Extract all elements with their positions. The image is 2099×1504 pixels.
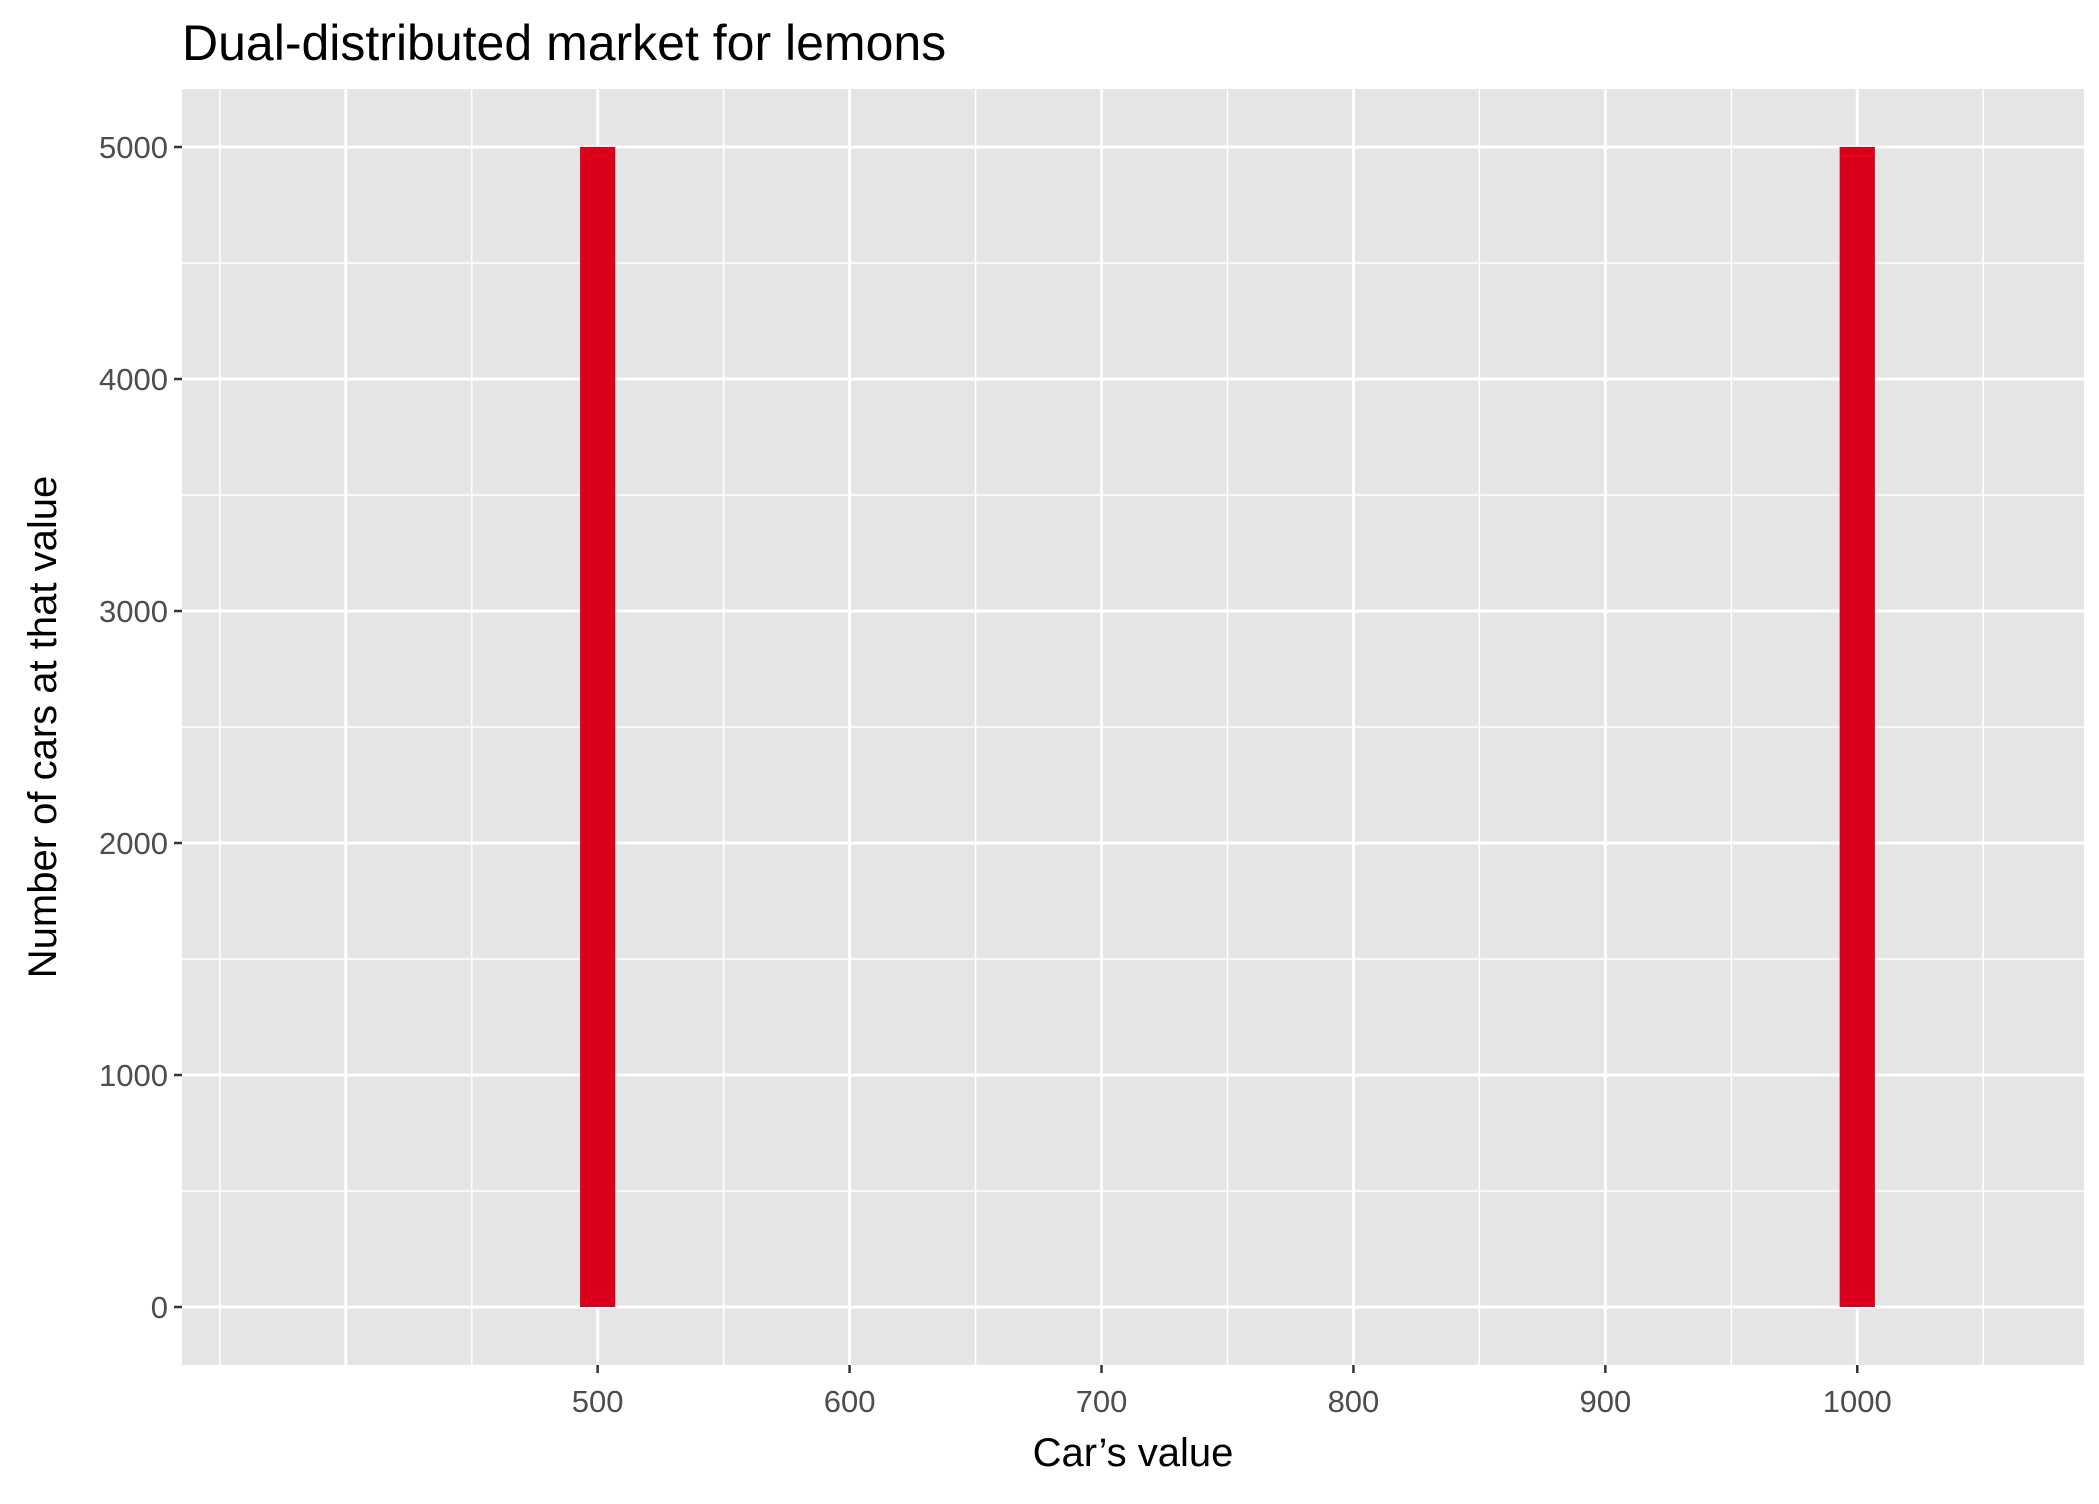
y-tick-label: 2000 xyxy=(99,826,168,861)
chart-title: Dual-distributed market for lemons xyxy=(182,15,946,71)
x-tick-label: 600 xyxy=(824,1384,876,1419)
y-tick-label: 1000 xyxy=(99,1058,168,1093)
x-tick-label: 1000 xyxy=(1823,1384,1892,1419)
x-tick-label: 800 xyxy=(1328,1384,1380,1419)
x-tick-label: 500 xyxy=(572,1384,624,1419)
y-tick-label: 4000 xyxy=(99,362,168,397)
x-tick-label: 700 xyxy=(1076,1384,1128,1419)
bar xyxy=(1839,147,1875,1307)
bar xyxy=(580,147,616,1307)
y-tick-label: 0 xyxy=(151,1290,168,1325)
x-axis: 500 600 700 800 900 1000 xyxy=(572,1365,1892,1419)
bars xyxy=(580,147,1875,1307)
y-axis-title: Number of cars at that value xyxy=(21,476,65,978)
x-axis-title: Car’s value xyxy=(1033,1431,1234,1475)
y-tick-label: 3000 xyxy=(99,594,168,629)
y-axis: 0 1000 2000 3000 4000 5000 xyxy=(99,130,182,1325)
x-tick-label: 900 xyxy=(1579,1384,1631,1419)
minor-gridlines xyxy=(182,89,2084,1365)
y-tick-label: 5000 xyxy=(99,130,168,165)
